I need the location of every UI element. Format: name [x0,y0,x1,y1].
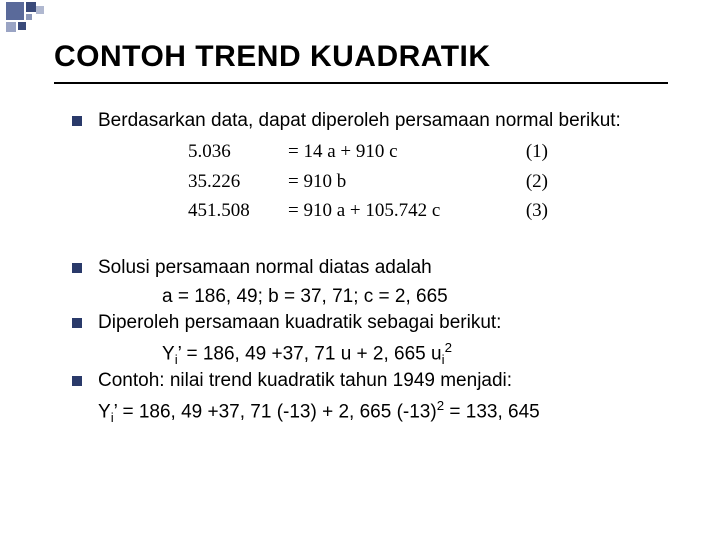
bullet-2: Solusi persamaan normal diatas adalah [72,255,670,280]
bullet-2-text: Solusi persamaan normal diatas adalah [98,255,670,280]
title-underline [54,82,668,84]
equation-block: 5.036= 14 a + 910 c(1)35.226= 910 b(2)45… [188,137,670,225]
bullet-4: Contoh: nilai trend kuadratik tahun 1949… [72,368,670,393]
bullet-marker [72,376,82,386]
slide-content: Berdasarkan data, dapat diperoleh persam… [72,108,670,427]
bullet-3-text: Diperoleh persamaan kuadratik sebagai be… [98,310,670,335]
bullet-marker [72,318,82,328]
bullet-2-line: a = 186, 49; b = 37, 71; c = 2, 665 [162,284,670,309]
equation-row: 5.036= 14 a + 910 c(1) [188,137,670,166]
bullet-marker [72,263,82,273]
bullet-3: Diperoleh persamaan kuadratik sebagai be… [72,310,670,335]
equation-row: 451.508= 910 a + 105.742 c(3) [188,196,670,225]
bullet-1: Berdasarkan data, dapat diperoleh persam… [72,108,670,133]
equation-row: 35.226= 910 b(2) [188,167,670,196]
page-title: CONTOH TREND KUADRATIK [54,40,491,74]
corner-decoration [0,0,120,34]
bullet-3-line: Yi’ = 186, 49 +37, 71 u + 2, 665 ui2 [162,339,670,369]
bullet-4-text: Contoh: nilai trend kuadratik tahun 1949… [98,368,670,393]
bullet-marker [72,116,82,126]
bullet-1-text: Berdasarkan data, dapat diperoleh persam… [98,108,670,133]
bullet-4-line: Yi’ = 186, 49 +37, 71 (-13) + 2, 665 (-1… [98,397,670,427]
